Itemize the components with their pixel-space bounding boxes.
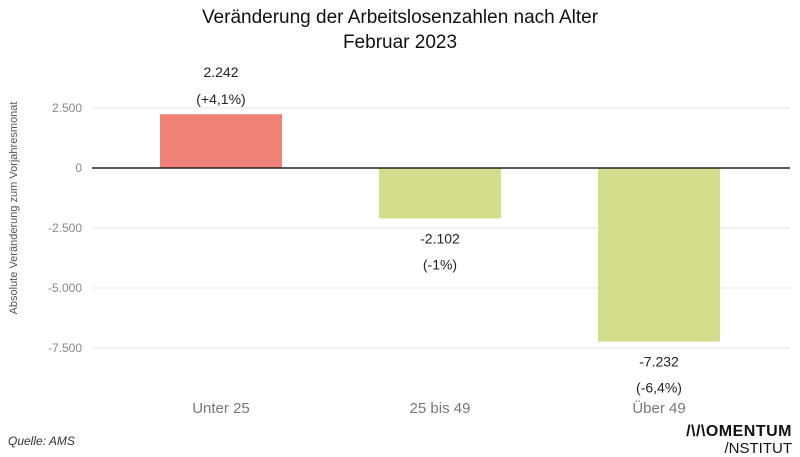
logo-line2: /NSTITUT <box>724 440 793 457</box>
data-label: 2.242 <box>203 64 238 80</box>
y-axis-label: Absolute Veränderung zum Vorjahresmonat <box>8 102 20 315</box>
bar <box>379 168 501 219</box>
data-label: -2.102 <box>420 230 460 246</box>
y-tick-label: -5.000 <box>48 281 82 295</box>
bar <box>160 114 282 168</box>
data-label: -7.232 <box>639 354 679 370</box>
bar <box>598 168 720 342</box>
pct-label: (+4,1%) <box>196 91 245 107</box>
y-tick-label: 2.500 <box>52 101 82 115</box>
momentum-logo: /\/\OMENTUM/NSTITUT <box>686 423 792 457</box>
y-tick-label: -2.500 <box>48 221 82 235</box>
x-tick-label: Unter 25 <box>192 400 250 417</box>
pct-label: (-1%) <box>423 256 457 272</box>
pct-label: (-6,4%) <box>636 380 682 396</box>
source-note: Quelle: AMS <box>8 434 75 448</box>
x-tick-label: Über 49 <box>632 399 685 417</box>
subtitle: Februar 2023 <box>342 32 458 53</box>
y-tick-label: 0 <box>75 161 82 175</box>
title-line: Veränderung der Arbeitslosenzahlen nach … <box>201 7 599 28</box>
logo-line1: /\/\OMENTUM <box>686 423 792 440</box>
chart-title: Veränderung der Arbeitslosenzahlen nach … <box>0 5 800 55</box>
x-tick-label: 25 bis 49 <box>410 400 471 417</box>
y-tick-label: -7.500 <box>48 341 82 355</box>
